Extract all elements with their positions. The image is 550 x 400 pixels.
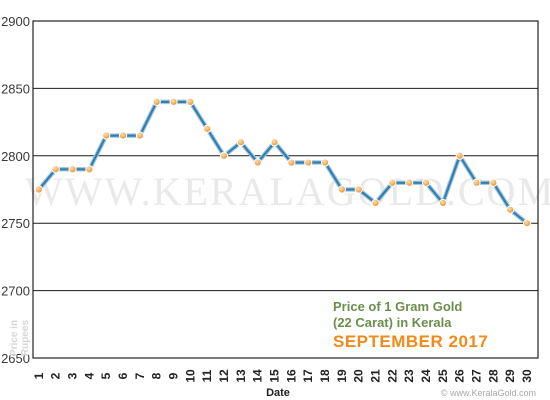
plot-frame (32, 20, 539, 359)
info-period: SEPTEMBER 2017 (333, 332, 488, 351)
x-tick-label: 21 (369, 369, 383, 383)
data-point: 28: 2780 (489, 178, 498, 187)
x-tick-label: 23 (402, 369, 416, 383)
y-tick-label: 2700 (1, 284, 30, 299)
x-tick-label: 28 (486, 369, 500, 383)
y-tick-label: 2900 (1, 14, 30, 29)
x-tick-label: 16 (284, 369, 298, 383)
x-tick-label: 6 (116, 372, 130, 379)
x-tick-label: 10 (183, 369, 197, 383)
x-tick-label: 20 (352, 369, 366, 383)
y-tick-label: 2750 (1, 216, 30, 231)
data-point: 27: 2780 (472, 178, 481, 187)
data-point: 13: 2810 (236, 138, 245, 147)
watermark-text: WWW.KERALAGOLD.COM (25, 169, 550, 214)
data-point: 21: 2765 (371, 198, 380, 208)
data-point: 25: 2765 (438, 198, 447, 208)
info-line-2: (22 Carat) in Kerala (333, 315, 452, 330)
x-tick-label: 15 (268, 369, 282, 383)
data-point: 29: 2760 (506, 205, 515, 214)
y-tick-label: 2850 (1, 81, 30, 96)
info-line-1: Price of 1 Gram Gold (333, 299, 462, 314)
x-tick-label: 19 (335, 369, 349, 383)
data-point: 16: 2795 (287, 158, 296, 167)
x-tick-label: 5 (99, 372, 113, 379)
data-point: 12: 2800 (219, 151, 229, 160)
data-point: 26: 2800 (455, 151, 464, 160)
y-tick-label: 2800 (1, 149, 30, 164)
data-point: 11: 2820 (203, 124, 212, 133)
y-tick-labels: 2650 2700 2750 2800 2850 2900 (1, 14, 30, 366)
x-tick-label: 4 (82, 372, 96, 379)
data-point: 6: 2815 (118, 131, 128, 140)
data-point: 9: 2840 (169, 97, 178, 106)
x-tick-label: 17 (301, 369, 315, 383)
data-point: 17: 2795 (304, 158, 313, 167)
x-axis-title: Date (266, 387, 290, 399)
x-tick-label: 7 (133, 372, 147, 379)
x-tick-label: 29 (503, 369, 517, 383)
data-point: 4: 2790 (85, 165, 94, 174)
x-tick-label: 1 (32, 372, 46, 379)
data-point: 22: 2780 (388, 178, 397, 187)
data-point: 15: 2810 (270, 138, 279, 147)
x-tick-label: 18 (318, 369, 332, 383)
y-axis-title: Price inRupees (9, 320, 31, 357)
data-point: 23: 2780 (405, 178, 414, 187)
data-point: 30: 2750 (522, 219, 532, 228)
x-tick-label: 11 (200, 369, 214, 382)
x-tick-label: 25 (436, 369, 450, 383)
x-tick-label: 3 (66, 372, 80, 379)
data-point: 20: 2775 (354, 185, 363, 194)
data-point: 19: 2775 (337, 185, 346, 194)
x-tick-label: 8 (150, 372, 164, 379)
data-points: 1: 2775 2: 2790 3: 2790 4: 2790 5: 2815 6: 28… (34, 97, 532, 228)
credit-text: © www.KeralaGold.com (441, 388, 536, 398)
x-tick-label: 12 (217, 369, 231, 383)
x-tick-labels: 1 2 3 4 5 6 7 8 9 10 11 12 13 14 15 16 17 18 19 20 21 22 23 24 2… (32, 369, 534, 383)
x-tick-label: 14 (251, 369, 265, 383)
data-point: 14: 2795 (253, 158, 262, 167)
data-point: 3: 2790 (68, 165, 77, 174)
data-point: 10: 2840 (186, 97, 195, 106)
x-tick-label: 9 (167, 372, 181, 379)
data-point: 5: 2815 (102, 131, 111, 140)
y-tick-label: 2650 (1, 351, 30, 366)
data-point: 24: 2780 (421, 178, 431, 187)
x-tick-label: 30 (520, 369, 534, 383)
data-point: 8: 2840 (152, 97, 161, 106)
data-point: 1: 2775 (34, 185, 43, 194)
x-tick-label: 22 (385, 369, 399, 383)
data-point: 18: 2795 (320, 158, 330, 167)
x-tick-label: 27 (470, 369, 484, 383)
x-tick-label: 26 (453, 369, 467, 383)
x-tick-label: 24 (419, 369, 433, 383)
watermark-layer: WWW.KERALAGOLD.COM (25, 169, 550, 214)
x-tick-label: 13 (234, 369, 248, 383)
data-point: 7: 2815 (135, 131, 144, 140)
x-tick-label: 2 (49, 372, 63, 379)
data-point: 2: 2790 (51, 165, 60, 174)
